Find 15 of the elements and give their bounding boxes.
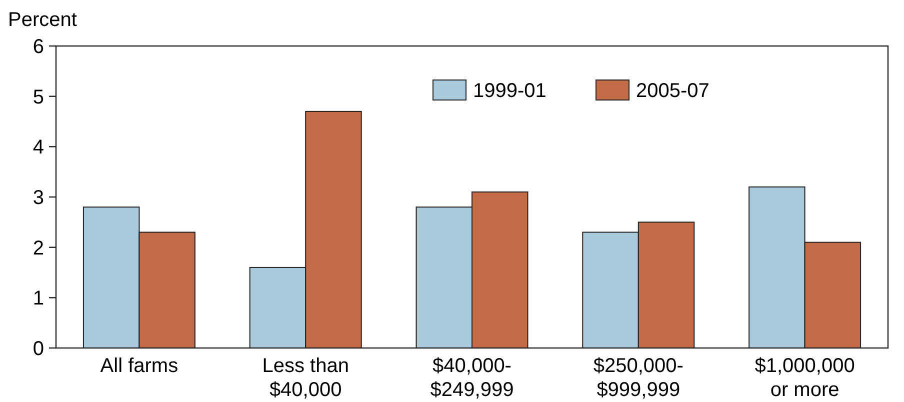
x-tick-label: $1,000,000 or more [754,355,855,401]
x-tick-label: $250,000- $999,999 [593,355,684,401]
y-tick-label: 1 [32,288,44,310]
x-tick-label: $40,000- $249,999 [430,355,514,401]
x-tick-label: All farms [100,355,178,377]
legend-label: 2005-07 [636,80,710,102]
x-tick-label: Less than $40,000 [262,355,349,401]
y-tick-label: 4 [32,136,44,159]
y-tick-label: 2 [32,237,44,260]
y-axis-title: Percent [8,9,78,31]
y-tick-label: 3 [32,187,44,209]
legend-label: 1999-01 [473,80,546,102]
y-tick-label: 6 [32,36,44,58]
y-tick-label: 0 [32,338,44,360]
y-tick-label: 5 [32,86,44,108]
